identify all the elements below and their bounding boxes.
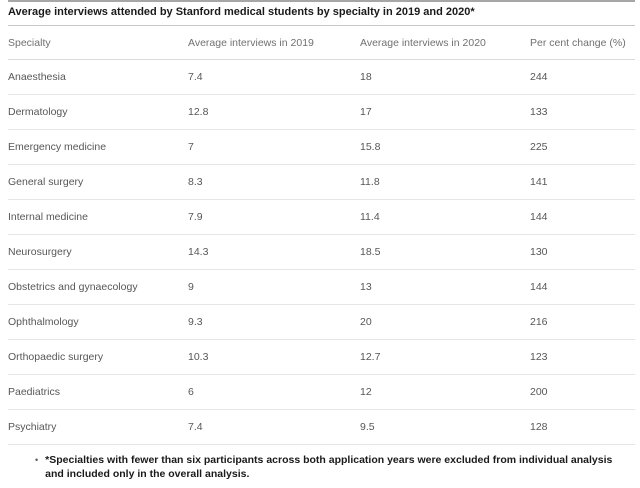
- cell-percent-change: 244: [530, 59, 635, 95]
- table-header-row: Specialty Average interviews in 2019 Ave…: [8, 26, 635, 60]
- top-rule: [8, 0, 635, 2]
- footnote-marker: *: [45, 454, 50, 466]
- bullet-icon: •: [35, 455, 39, 465]
- cell-avg-2020: 18: [360, 59, 530, 95]
- cell-specialty: Anaesthesia: [8, 59, 188, 95]
- cell-specialty: Psychiatry: [8, 409, 188, 445]
- col-header-avg-2019: Average interviews in 2019: [188, 26, 360, 60]
- table-row: Emergency medicine 7 15.8 225: [8, 129, 635, 165]
- cell-avg-2020: 9.5: [360, 409, 530, 445]
- cell-percent-change: 225: [530, 129, 635, 165]
- cell-specialty: Neurosurgery: [8, 234, 188, 270]
- table-row: Dermatology 12.8 17 133: [8, 94, 635, 130]
- cell-percent-change: 144: [530, 199, 635, 235]
- cell-avg-2020: 12.7: [360, 339, 530, 375]
- data-table: Specialty Average interviews in 2019 Ave…: [8, 26, 635, 445]
- cell-specialty: Internal medicine: [8, 199, 188, 235]
- table-row: Ophthalmology 9.3 20 216: [8, 304, 635, 340]
- cell-percent-change: 128: [530, 409, 635, 445]
- cell-specialty: Orthopaedic surgery: [8, 339, 188, 375]
- cell-specialty: Dermatology: [8, 94, 188, 130]
- cell-avg-2020: 11.8: [360, 164, 530, 200]
- cell-avg-2020: 15.8: [360, 129, 530, 165]
- footnote-text: Specialties with fewer than six particip…: [45, 454, 613, 480]
- col-header-percent-change: Per cent change (%): [530, 26, 635, 60]
- cell-percent-change: 130: [530, 234, 635, 270]
- cell-avg-2019: 7: [188, 129, 360, 165]
- cell-avg-2019: 9: [188, 269, 360, 305]
- cell-specialty: General surgery: [8, 164, 188, 200]
- cell-avg-2020: 12: [360, 374, 530, 410]
- cell-avg-2020: 20: [360, 304, 530, 340]
- cell-avg-2019: 12.8: [188, 94, 360, 130]
- cell-avg-2019: 14.3: [188, 234, 360, 270]
- table-row: Psychiatry 7.4 9.5 128: [8, 409, 635, 445]
- cell-avg-2019: 7.4: [188, 59, 360, 95]
- cell-avg-2020: 17: [360, 94, 530, 130]
- table-row: Internal medicine 7.9 11.4 144: [8, 199, 635, 235]
- cell-specialty: Obstetrics and gynaecology: [8, 269, 188, 305]
- cell-avg-2019: 9.3: [188, 304, 360, 340]
- table-row: Orthopaedic surgery 10.3 12.7 123: [8, 339, 635, 375]
- footnote-body: *Specialties with fewer than six partici…: [45, 453, 630, 481]
- table-title: Average interviews attended by Stanford …: [8, 2, 635, 26]
- cell-avg-2020: 18.5: [360, 234, 530, 270]
- cell-specialty: Paediatrics: [8, 374, 188, 410]
- cell-percent-change: 133: [530, 94, 635, 130]
- table-row: Neurosurgery 14.3 18.5 130: [8, 234, 635, 270]
- table-row: General surgery 8.3 11.8 141: [8, 164, 635, 200]
- cell-avg-2019: 10.3: [188, 339, 360, 375]
- cell-percent-change: 200: [530, 374, 635, 410]
- footnote: • *Specialties with fewer than six parti…: [35, 453, 632, 481]
- cell-avg-2019: 8.3: [188, 164, 360, 200]
- cell-avg-2020: 13: [360, 269, 530, 305]
- cell-percent-change: 144: [530, 269, 635, 305]
- col-header-avg-2020: Average interviews in 2020: [360, 26, 530, 60]
- cell-avg-2019: 7.9: [188, 199, 360, 235]
- cell-percent-change: 141: [530, 164, 635, 200]
- cell-avg-2020: 11.4: [360, 199, 530, 235]
- cell-percent-change: 123: [530, 339, 635, 375]
- cell-specialty: Emergency medicine: [8, 129, 188, 165]
- cell-avg-2019: 7.4: [188, 409, 360, 445]
- cell-specialty: Ophthalmology: [8, 304, 188, 340]
- col-header-specialty: Specialty: [8, 26, 188, 60]
- table-row: Anaesthesia 7.4 18 244: [8, 59, 635, 95]
- cell-avg-2019: 6: [188, 374, 360, 410]
- table-row: Paediatrics 6 12 200: [8, 374, 635, 410]
- cell-percent-change: 216: [530, 304, 635, 340]
- table-row: Obstetrics and gynaecology 9 13 144: [8, 269, 635, 305]
